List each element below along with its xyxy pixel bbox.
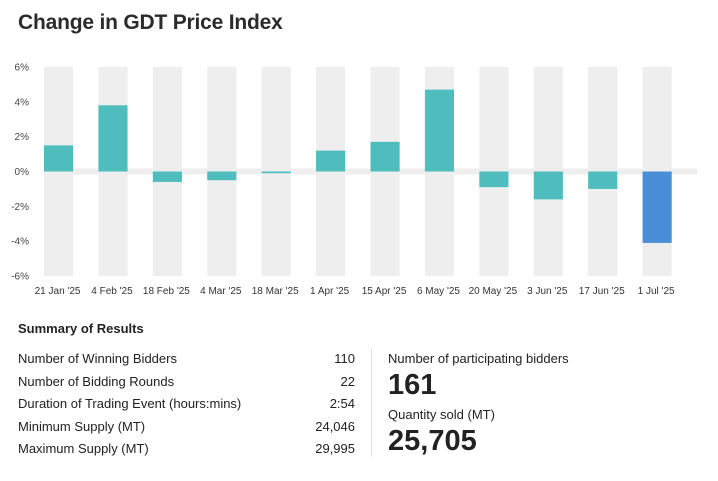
stat-value: 24,046 bbox=[315, 418, 355, 434]
y-tick-label: 0% bbox=[15, 167, 30, 178]
y-tick-label: -2% bbox=[11, 202, 29, 213]
stat-value: 110 bbox=[334, 351, 355, 366]
stat-label: Duration of Trading Event (hours:mins) bbox=[18, 396, 242, 412]
stat-row-bidding-rounds: Number of Bidding Rounds 22 bbox=[18, 372, 355, 395]
bar bbox=[152, 171, 182, 182]
x-tick-label: 20 May '25 bbox=[469, 286, 518, 297]
stat-value: 29,995 bbox=[315, 441, 355, 457]
x-tick-label: 21 Jan '25 bbox=[35, 286, 81, 297]
bar bbox=[44, 145, 74, 172]
x-tick-label: 4 Mar '25 bbox=[200, 286, 242, 297]
bar bbox=[98, 105, 128, 172]
stat-row-duration: Duration of Trading Event (hours:mins) 2… bbox=[18, 394, 355, 417]
chart-title: Change in GDT Price Index bbox=[18, 11, 283, 34]
y-tick-label: 4% bbox=[15, 97, 30, 108]
quantity-sold-value: 25,705 bbox=[388, 425, 477, 457]
price-index-chart: 6% 4% 2% 0% -2% -4% -6% 21 Jan '25 4 Feb '25 18 F… bbox=[11, 63, 697, 297]
bar bbox=[533, 171, 563, 200]
y-tick-label: 6% bbox=[15, 63, 30, 74]
bar bbox=[370, 141, 400, 172]
stat-value: 22 bbox=[340, 373, 355, 389]
bar bbox=[316, 150, 346, 172]
quantity-sold-label: Quantity sold (MT) bbox=[388, 407, 495, 422]
y-tick-label: -6% bbox=[11, 272, 29, 283]
bar bbox=[207, 171, 237, 181]
summary-stats-list: Number of Winning Bidders 110 Number of … bbox=[18, 349, 355, 462]
stat-row-winning-bidders: Number of Winning Bidders 110 bbox=[18, 349, 355, 372]
x-tick-label: 4 Feb '25 bbox=[91, 286, 133, 297]
stat-label: Maximum Supply (MT) bbox=[18, 441, 149, 457]
x-tick-label: 3 Jun '25 bbox=[527, 286, 568, 297]
bar bbox=[588, 171, 618, 189]
x-tick-label: 17 Jun '25 bbox=[579, 286, 625, 297]
participating-bidders-label: Number of participating bidders bbox=[388, 351, 569, 366]
summary-heading: Summary of Results bbox=[18, 321, 144, 336]
y-tick-label: 2% bbox=[15, 132, 30, 143]
stat-label: Number of Winning Bidders bbox=[18, 351, 177, 366]
stat-value: 2:54 bbox=[329, 396, 355, 412]
x-tick-label: 1 Jul '25 bbox=[638, 286, 675, 297]
bar bbox=[261, 171, 291, 174]
stat-row-maximum-supply: Maximum Supply (MT) 29,995 bbox=[18, 439, 355, 462]
x-tick-label: 15 Apr '25 bbox=[362, 286, 407, 297]
stat-label: Number of Bidding Rounds bbox=[18, 373, 175, 389]
stat-label: Minimum Supply (MT) bbox=[18, 418, 146, 434]
summary-divider bbox=[371, 349, 372, 457]
y-tick-label: -4% bbox=[11, 237, 29, 248]
bar bbox=[479, 171, 509, 188]
x-tick-label: 6 May '25 bbox=[417, 286, 460, 297]
x-tick-label: 18 Mar '25 bbox=[252, 286, 299, 297]
summary-highlights: Number of participating bidders 161 Quan… bbox=[388, 349, 569, 457]
x-tick-label: 1 Apr '25 bbox=[310, 286, 350, 297]
x-tick-label: 18 Feb '25 bbox=[143, 286, 190, 297]
bar bbox=[424, 89, 455, 172]
bar bbox=[642, 171, 672, 243]
participating-bidders-value: 161 bbox=[388, 369, 437, 401]
stat-row-minimum-supply: Minimum Supply (MT) 24,046 bbox=[18, 417, 355, 440]
